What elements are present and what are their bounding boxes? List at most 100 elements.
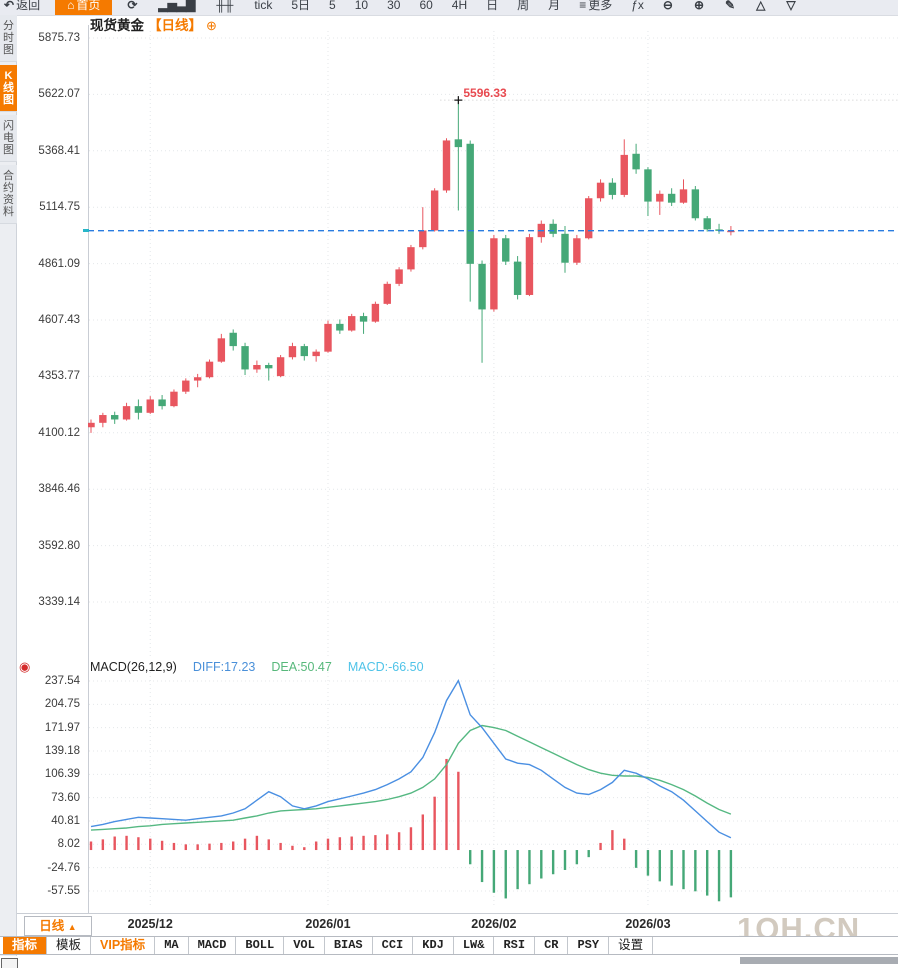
bottom-tab-cci[interactable]: CCI (373, 937, 414, 954)
period-30-button-label: 30 (387, 0, 401, 12)
macd-histogram (89, 758, 733, 902)
main-grid (89, 31, 898, 656)
bottom-tab-psy[interactable]: PSY (568, 937, 610, 954)
period-4h-button-label: 4H (451, 0, 468, 12)
home-button[interactable]: ⌂ 首页 (55, 0, 113, 15)
add-indicator-icon[interactable]: ⊕ (206, 18, 217, 33)
cutoff-panel-box (1, 958, 18, 968)
candlestick-chart[interactable] (88, 25, 898, 656)
triangle-up-icon: △ (756, 0, 766, 12)
month-label: 2026/03 (625, 917, 671, 931)
price-axis-label: 4100.12 (38, 426, 80, 439)
period-week-button-label: 周 (517, 0, 530, 12)
current-price-tick (83, 229, 89, 232)
price-axis: 5875.73 5622.07 5368.41 5114.75 4861.09 4607.… (0, 25, 84, 656)
bottom-tab-bias[interactable]: BIAS (325, 937, 373, 954)
price-axis-label: 3339.14 (38, 596, 80, 608)
sidebar-tab-contract-info[interactable]: 合约资料 (0, 165, 17, 224)
triangle-down-button[interactable]: ▽ (782, 0, 801, 15)
bottom-tab-ma[interactable]: MA (155, 937, 189, 954)
peak-price-label: 5596.33 (463, 86, 507, 101)
month-label: 2025/12 (127, 917, 173, 931)
more-button[interactable]: ≡ 更多 (575, 0, 616, 15)
bottom-tab-boll[interactable]: BOLL (236, 937, 285, 954)
period-60-button[interactable]: 60 (415, 0, 436, 15)
price-axis-label: 5368.41 (38, 144, 80, 157)
bar-chart-icon: ▂▅▃▇ (158, 0, 196, 12)
macd-value: MACD:-66.50 (347, 660, 424, 674)
macd-params: MACD(26,12,9) (90, 660, 177, 674)
home-icon: ⌂ (67, 0, 75, 12)
indicator-tabbar: 指标 模板 VIP指标 MA MACD BOLL VOL BIAS CCI KDJ LW& RSI CR… (0, 936, 898, 955)
bottom-tab-rsi[interactable]: RSI (494, 937, 536, 954)
period-10-button[interactable]: 10 (351, 0, 372, 15)
home-button-label: 首页 (76, 0, 101, 12)
bottom-tab-cr[interactable]: CR (535, 937, 569, 954)
bottom-tab-templates[interactable]: 模板 (47, 937, 92, 954)
back-button-label: 返回 (16, 0, 41, 12)
macd-axis-label: 139.18 (44, 744, 80, 757)
triangle-up-button[interactable]: △ (752, 0, 771, 15)
period-day-button-label: 日 (486, 0, 499, 12)
zoom-in-button[interactable]: ⊕ (690, 0, 710, 15)
period-week-button[interactable]: 周 (513, 0, 533, 15)
period-5d-button[interactable]: 5日 (287, 0, 314, 15)
chart-type-sidebar: 分时图 K线图闪电图合约资料 (0, 15, 17, 968)
period-selector[interactable]: 日线 ▲ (24, 916, 92, 936)
diff-line (90, 679, 732, 839)
period-day-button[interactable]: 日 (482, 0, 502, 15)
macd-chart[interactable] (88, 656, 898, 910)
candlestick-button[interactable]: ╫╫ (212, 0, 239, 15)
bottom-tab-vip-indicators[interactable]: VIP指标 (91, 937, 156, 954)
macd-axis-label: 73.60 (51, 791, 80, 804)
triangle-down-icon: ▽ (786, 0, 796, 12)
macd-axis-label: 171.97 (44, 721, 80, 734)
top-toolbar: ↶ 返回 ⌂ 首页 ⟳ ▂▅▃▇ ╫╫ tick 5日 5 10 30 60 4H 日 周 月 ≡ 更多 ƒx ⊖ ⊕ ✎ △… (0, 0, 898, 16)
zoom-in-icon: ⊕ (693, 0, 705, 12)
macd-legend: MACD(26,12,9) DIFF:17.23 DEA:50.47 MACD:… (90, 660, 424, 674)
period-30-button[interactable]: 30 (383, 0, 404, 15)
price-axis-label: 5622.07 (38, 88, 80, 101)
bottom-tab-kdj[interactable]: KDJ (413, 937, 454, 954)
sidebar-tab-kline-chart[interactable]: K线图 (0, 65, 17, 112)
period-10-button-label: 10 (354, 0, 369, 12)
candlestick-icon: ╫╫ (216, 0, 234, 12)
macd-axis-label: -24.76 (47, 861, 80, 874)
draw-pencil-button[interactable]: ✎ (721, 0, 741, 15)
macd-axis-label: 40.81 (51, 814, 80, 827)
month-label: 2026/02 (471, 917, 517, 931)
tick-button[interactable]: tick (250, 0, 276, 15)
period-month-button-label: 月 (548, 0, 561, 12)
horizontal-scrollbar[interactable] (740, 957, 898, 964)
bottom-tab-macd[interactable]: MACD (189, 937, 237, 954)
refresh-button[interactable]: ⟳ (123, 0, 143, 15)
symbol-name: 现货黄金 (90, 18, 144, 33)
price-axis-label: 3592.80 (38, 539, 80, 552)
bottom-tab-settings[interactable]: 设置 (609, 937, 654, 954)
chart-title: 现货黄金 【日线】 ⊕ (90, 14, 217, 34)
period-5-button-label: 5 (329, 0, 336, 12)
price-axis-label: 5875.73 (38, 32, 80, 44)
macd-axis-label: 106.39 (44, 768, 80, 781)
macd-axis-label: 8.02 (57, 838, 80, 851)
period-4h-button[interactable]: 4H (448, 0, 471, 15)
bar-chart-button[interactable]: ▂▅▃▇ (154, 0, 201, 15)
time-axis: 2025/12 2026/01 2026/02 2026/03 (88, 915, 898, 935)
period-month-button[interactable]: 月 (544, 0, 564, 15)
bottom-tab-vol[interactable]: VOL (284, 937, 325, 954)
macd-bottom-divider (17, 913, 898, 914)
tick-button-label: tick (254, 0, 273, 12)
bottom-tab-lw[interactable]: LW& (454, 937, 495, 954)
zoom-out-button[interactable]: ⊖ (659, 0, 679, 15)
sidebar-tab-flash-chart[interactable]: 闪电图 (0, 115, 17, 162)
diff-value: DIFF:17.23 (192, 660, 256, 674)
fx-indicator-button[interactable]: ƒx (627, 0, 648, 15)
period-5-button[interactable]: 5 (325, 0, 340, 15)
zoom-out-icon: ⊖ (662, 0, 673, 12)
back-button[interactable]: ↶ 返回 (0, 0, 44, 15)
price-axis-label: 4607.43 (38, 314, 80, 326)
bottom-tab-indicators[interactable]: 指标 (3, 937, 48, 954)
candles (88, 100, 735, 433)
sidebar-tab-time-share-chart[interactable]: 分时图 (0, 15, 17, 62)
